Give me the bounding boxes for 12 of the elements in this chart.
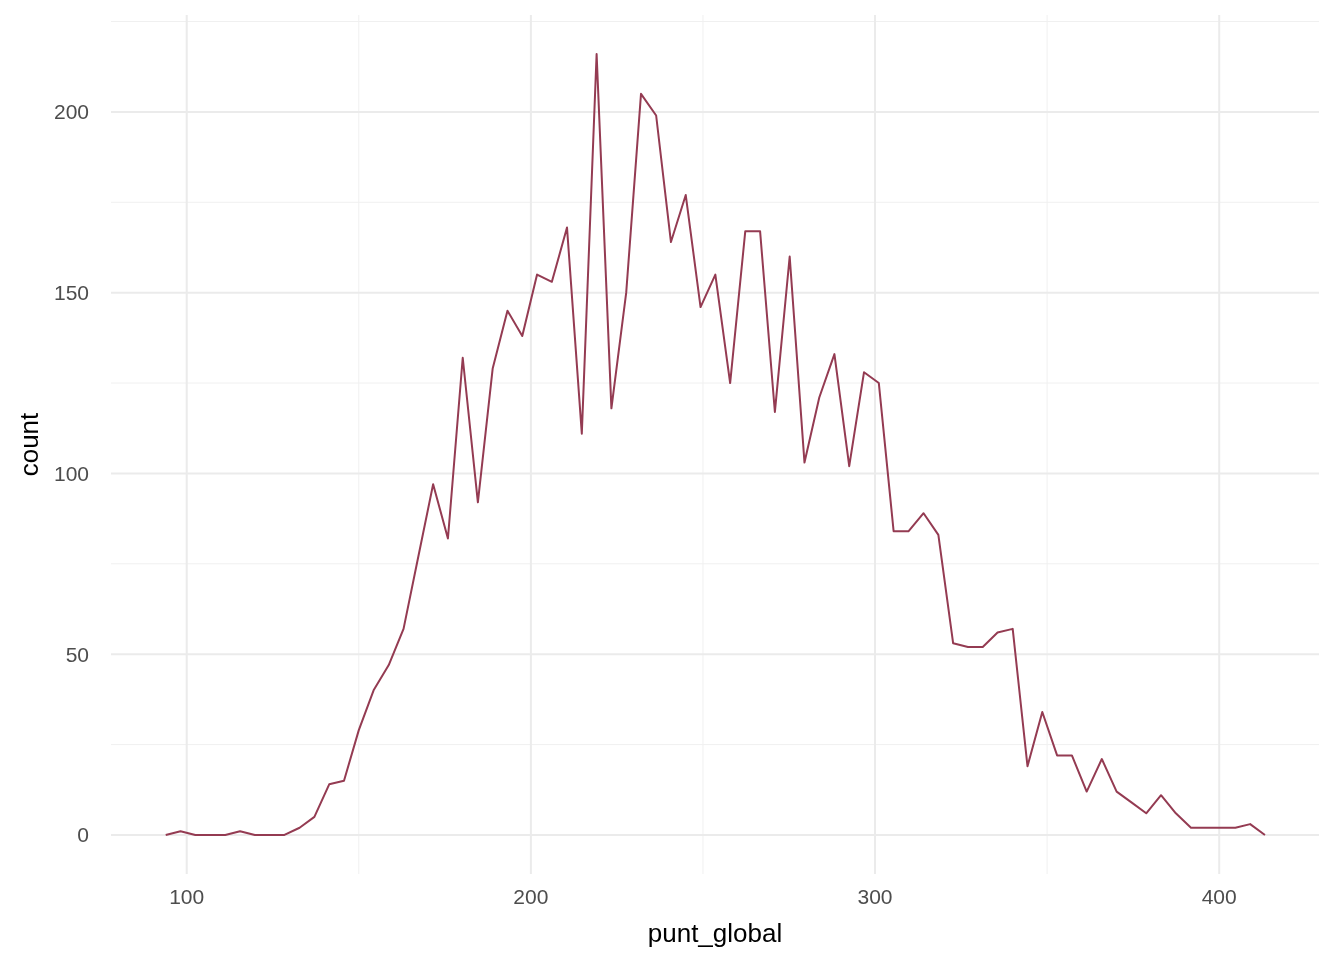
- x-tick-label: 100: [169, 885, 205, 908]
- y-tick-label: 0: [77, 823, 89, 847]
- x-tick-label: 400: [1201, 885, 1237, 908]
- x-axis-title: punt_global: [647, 918, 783, 948]
- y-tick-label: 150: [53, 281, 89, 305]
- line-series: [164, 53, 1266, 836]
- y-axis-title: count: [14, 411, 44, 477]
- y-tick-label: 50: [65, 642, 89, 666]
- x-tick-label: 200: [513, 885, 549, 908]
- x-tick-label: 300: [857, 885, 893, 908]
- y-tick-label: 100: [53, 461, 89, 485]
- y-tick-label: 200: [53, 100, 89, 124]
